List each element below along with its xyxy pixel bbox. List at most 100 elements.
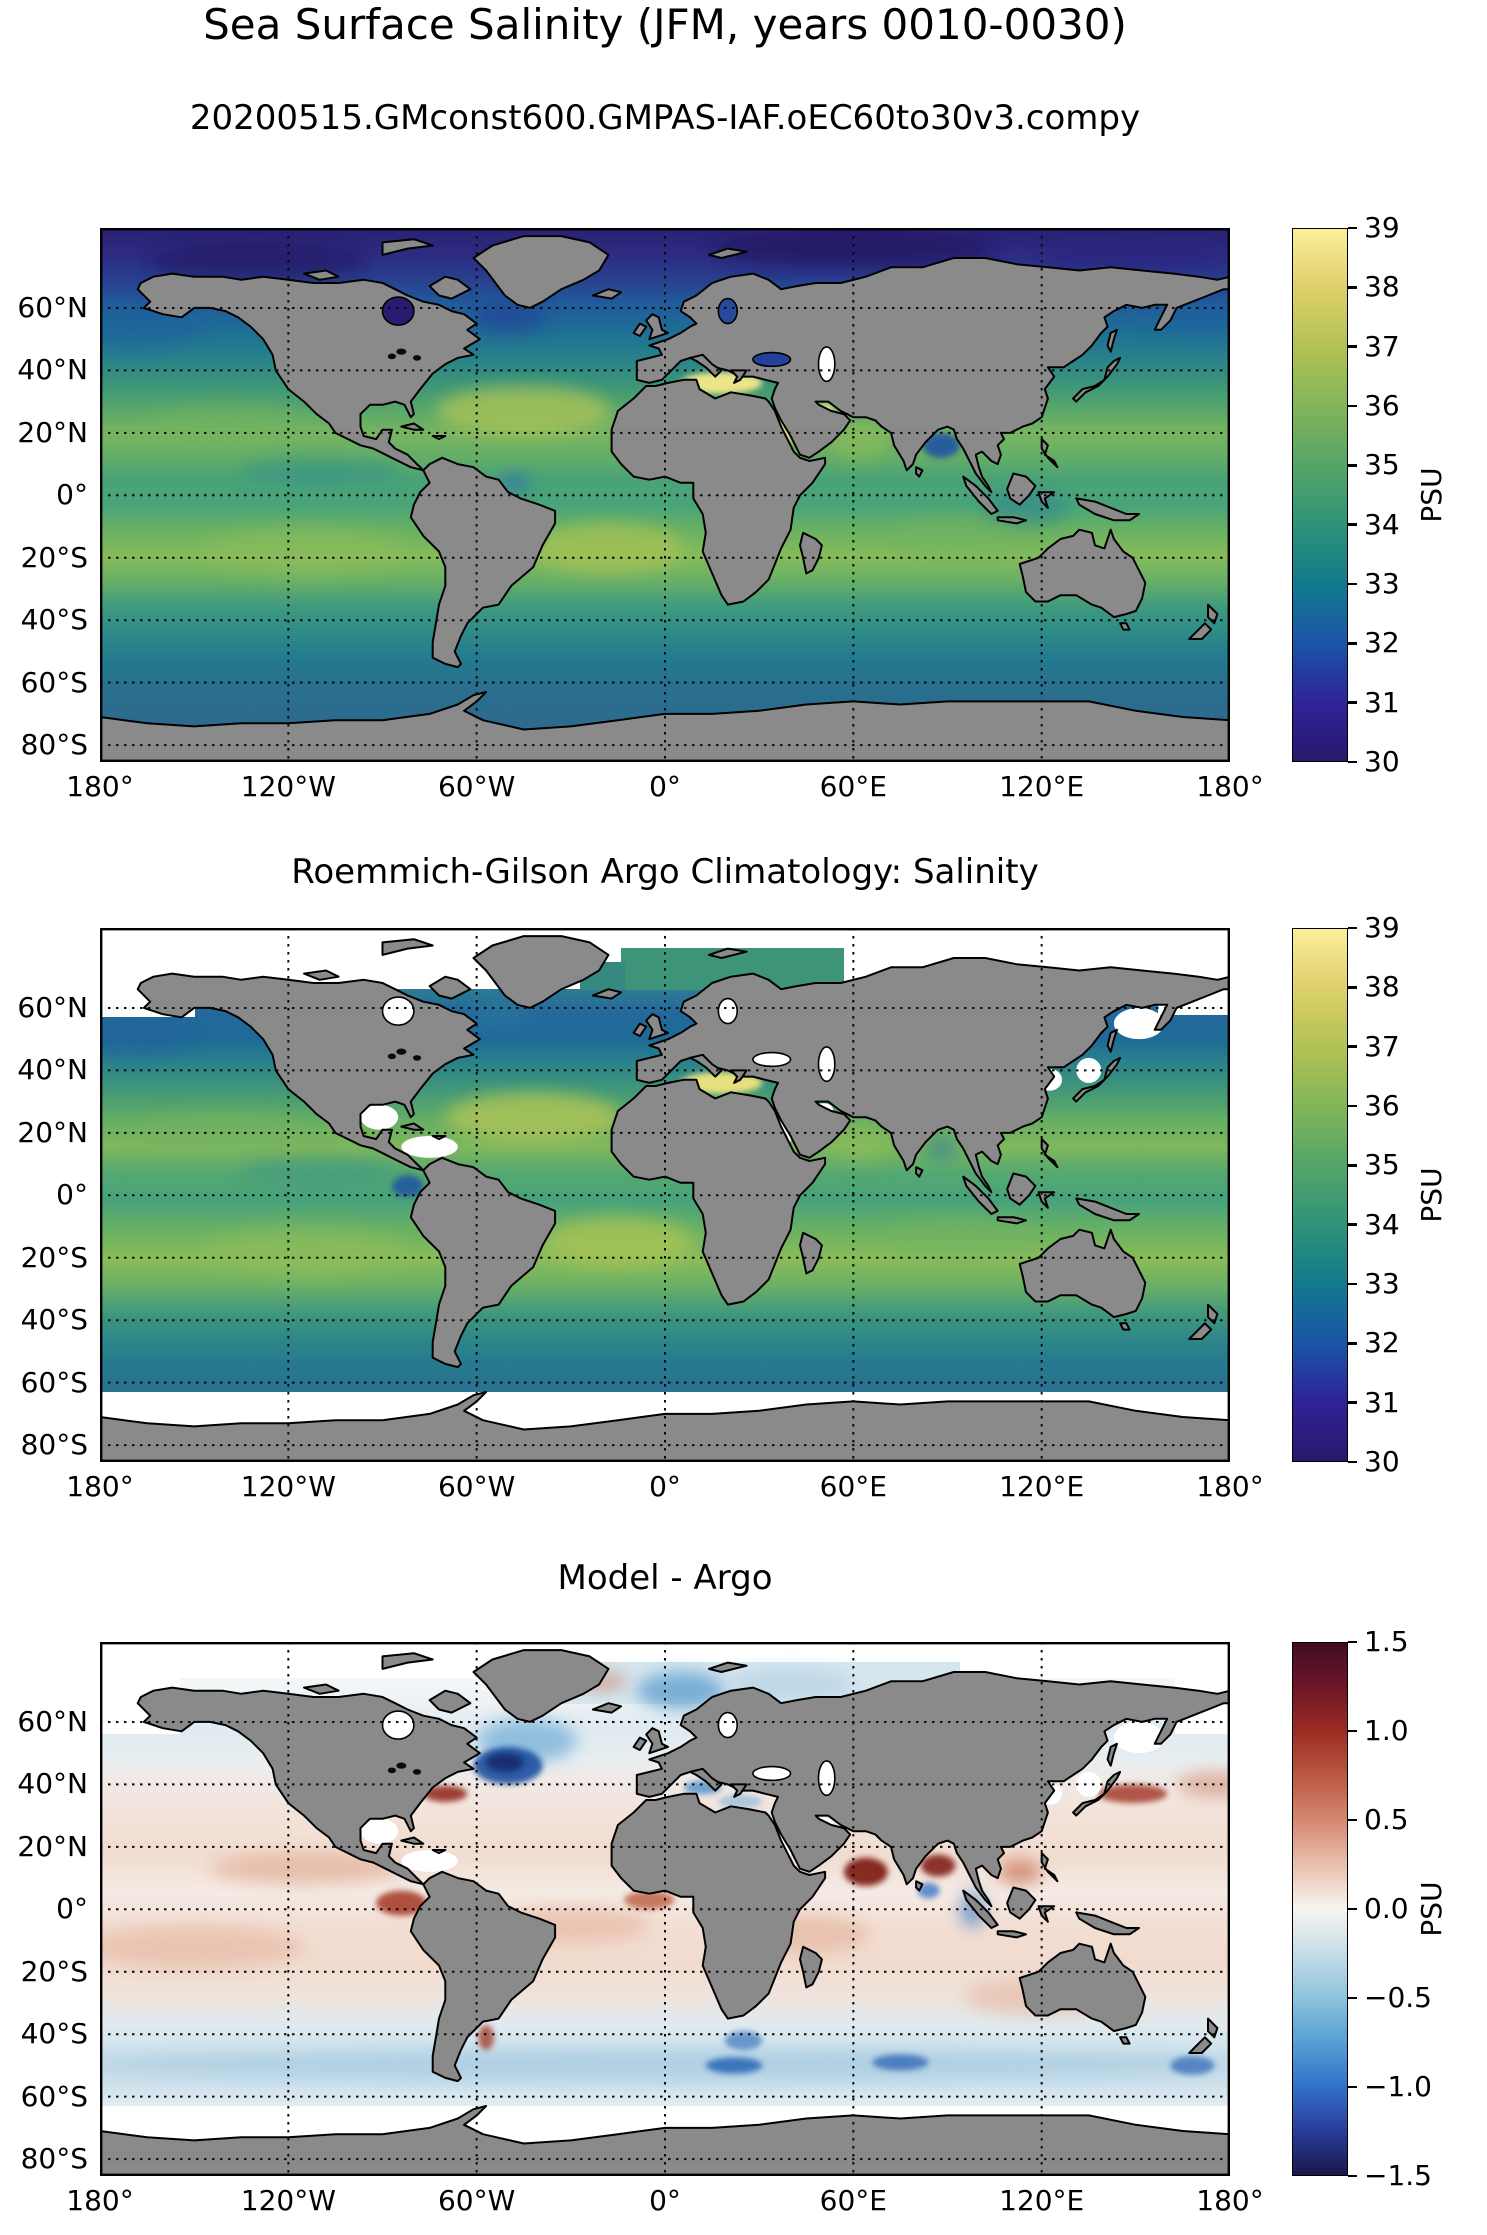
lon-tick-label: 60°E xyxy=(819,2184,887,2217)
lon-tick-label: 60°W xyxy=(437,770,516,803)
lon-tick-label: 180° xyxy=(66,2184,134,2217)
lat-tick-label: 80°S xyxy=(20,2142,88,2176)
colorbar-tick-mark xyxy=(1348,1342,1357,1345)
lat-tick-label: 20°S xyxy=(20,1240,88,1274)
colorbar-tick-mark xyxy=(1348,1460,1357,1464)
lon-tick-label: 120°E xyxy=(999,2184,1085,2217)
colorbar-tick-mark xyxy=(1348,2174,1357,2178)
lon-tick-label: 60°E xyxy=(819,770,887,803)
colorbar-tick-label: 0.5 xyxy=(1364,1803,1409,1836)
colorbar-tick-label: 34 xyxy=(1364,507,1400,541)
colorbar-tick-mark xyxy=(1348,523,1357,526)
colorbar-tick-label: 32 xyxy=(1364,626,1400,660)
lat-tick-label: 40°S xyxy=(20,603,88,637)
colorbar-tick-mark xyxy=(1348,642,1357,645)
colorbar-tick-mark xyxy=(1348,404,1357,408)
colorbar-tick-mark xyxy=(1348,226,1357,230)
lat-tick-label: 80°S xyxy=(20,728,88,762)
lat-tick-label: 60°S xyxy=(20,2079,88,2113)
lat-tick-label: 60°S xyxy=(20,1365,88,1399)
colorbar-tick-mark xyxy=(1348,1907,1357,1911)
colorbar-tick-mark xyxy=(1348,464,1357,467)
colorbar-tick-label: 30 xyxy=(1364,745,1400,778)
colorbar-tick-label: 34 xyxy=(1364,1207,1400,1241)
lon-tick-label: 120°W xyxy=(240,770,336,803)
lon-tick-label: 120°W xyxy=(240,2184,336,2217)
colorbar-tick-mark xyxy=(1348,1640,1357,1644)
lat-tick-label: 60°N xyxy=(17,990,88,1024)
colorbar-tick-mark xyxy=(1348,286,1357,289)
colorbar-tick-label: 31 xyxy=(1364,685,1400,719)
lon-tick-label: 180° xyxy=(66,1470,134,1503)
colorbar-tick-label: 33 xyxy=(1364,567,1400,600)
lat-tick-label: 40°N xyxy=(17,353,88,387)
colorbar-tick-label: 36 xyxy=(1364,389,1400,422)
diff-map-image xyxy=(100,1642,1230,2176)
colorbar-tick-mark xyxy=(1348,986,1357,989)
lat-tick-label: 0° xyxy=(56,1892,88,1926)
lat-tick-label: 60°N xyxy=(17,290,88,324)
colorbar-tick-mark xyxy=(1348,345,1357,348)
colorbar-tick-label: 39 xyxy=(1364,211,1400,244)
colorbar-axis-label: PSU xyxy=(1415,1881,1448,1937)
colorbar-tick-label: −1.5 xyxy=(1364,2159,1432,2192)
colorbar-tick-mark xyxy=(1348,1729,1357,1733)
colorbar-tick-mark xyxy=(1348,1401,1357,1404)
lat-tick-label: 20°S xyxy=(20,540,88,574)
colorbar-diff xyxy=(1292,1642,1348,2176)
lat-tick-label: 40°N xyxy=(17,1767,88,1801)
lat-tick-label: 40°S xyxy=(20,2017,88,2051)
lon-tick-label: 60°E xyxy=(819,1470,887,1503)
lat-tick-label: 20°N xyxy=(17,1115,88,1149)
colorbar-tick-mark xyxy=(1348,760,1357,764)
colorbar-tick-mark xyxy=(1348,1045,1357,1048)
panel-title-argo: Roemmich-Gilson Argo Climatology: Salini… xyxy=(291,852,1039,892)
colorbar-tick-mark xyxy=(1348,1104,1357,1108)
lat-tick-label: 80°S xyxy=(20,1428,88,1462)
colorbar-tick-mark xyxy=(1348,1996,1357,2000)
colorbar-tick-label: 1.5 xyxy=(1364,1625,1409,1658)
colorbar-tick-label: 36 xyxy=(1364,1089,1400,1122)
colorbar-tick-mark xyxy=(1348,1282,1357,1286)
lon-tick-label: 180° xyxy=(1196,2184,1264,2217)
colorbar-tick-label: 38 xyxy=(1364,970,1400,1004)
lon-tick-label: 180° xyxy=(1196,770,1264,803)
lon-tick-label: 120°W xyxy=(240,1470,336,1503)
lon-tick-label: 0° xyxy=(649,770,681,803)
lon-tick-label: 180° xyxy=(1196,1470,1264,1503)
lon-tick-label: 180° xyxy=(66,770,134,803)
colorbar-axis-label: PSU xyxy=(1415,467,1448,523)
lon-tick-label: 120°E xyxy=(999,1470,1085,1503)
lon-tick-label: 0° xyxy=(649,1470,681,1503)
lon-tick-label: 120°E xyxy=(999,770,1085,803)
panel-title-model: 20200515.GMconst600.GMPAS-IAF.oEC60to30v… xyxy=(189,98,1141,138)
lat-tick-label: 20°N xyxy=(17,1829,88,1863)
lat-tick-label: 0° xyxy=(56,1178,88,1212)
colorbar-tick-mark xyxy=(1348,1223,1357,1226)
lat-tick-label: 20°S xyxy=(20,1954,88,1988)
colorbar-tick-label: 0.0 xyxy=(1364,1892,1409,1925)
colorbar-tick-label: 39 xyxy=(1364,911,1400,944)
colorbar-argo xyxy=(1292,928,1348,1462)
figure-title: Sea Surface Salinity (JFM, years 0010-00… xyxy=(203,0,1127,49)
colorbar-tick-mark xyxy=(1348,926,1357,930)
colorbar-model xyxy=(1292,228,1348,762)
colorbar-tick-label: 30 xyxy=(1364,1445,1400,1478)
colorbar-tick-mark xyxy=(1348,1818,1357,1822)
colorbar-tick-label: 32 xyxy=(1364,1326,1400,1360)
lon-tick-label: 60°W xyxy=(437,1470,516,1503)
colorbar-tick-label: 35 xyxy=(1364,448,1400,482)
colorbar-tick-label: −1.0 xyxy=(1364,2070,1432,2103)
colorbar-tick-label: 37 xyxy=(1364,329,1400,363)
lon-tick-label: 60°W xyxy=(437,2184,516,2217)
colorbar-tick-label: −0.5 xyxy=(1364,1981,1432,2014)
colorbar-tick-mark xyxy=(1348,1164,1357,1167)
colorbar-tick-label: 37 xyxy=(1364,1029,1400,1063)
colorbar-tick-label: 1.0 xyxy=(1364,1714,1409,1747)
colorbar-tick-mark xyxy=(1348,582,1357,586)
colorbar-tick-label: 35 xyxy=(1364,1148,1400,1182)
colorbar-tick-mark xyxy=(1348,701,1357,704)
colorbar-tick-mark xyxy=(1348,2085,1357,2089)
colorbar-axis-label: PSU xyxy=(1415,1167,1448,1223)
colorbar-tick-label: 33 xyxy=(1364,1267,1400,1300)
